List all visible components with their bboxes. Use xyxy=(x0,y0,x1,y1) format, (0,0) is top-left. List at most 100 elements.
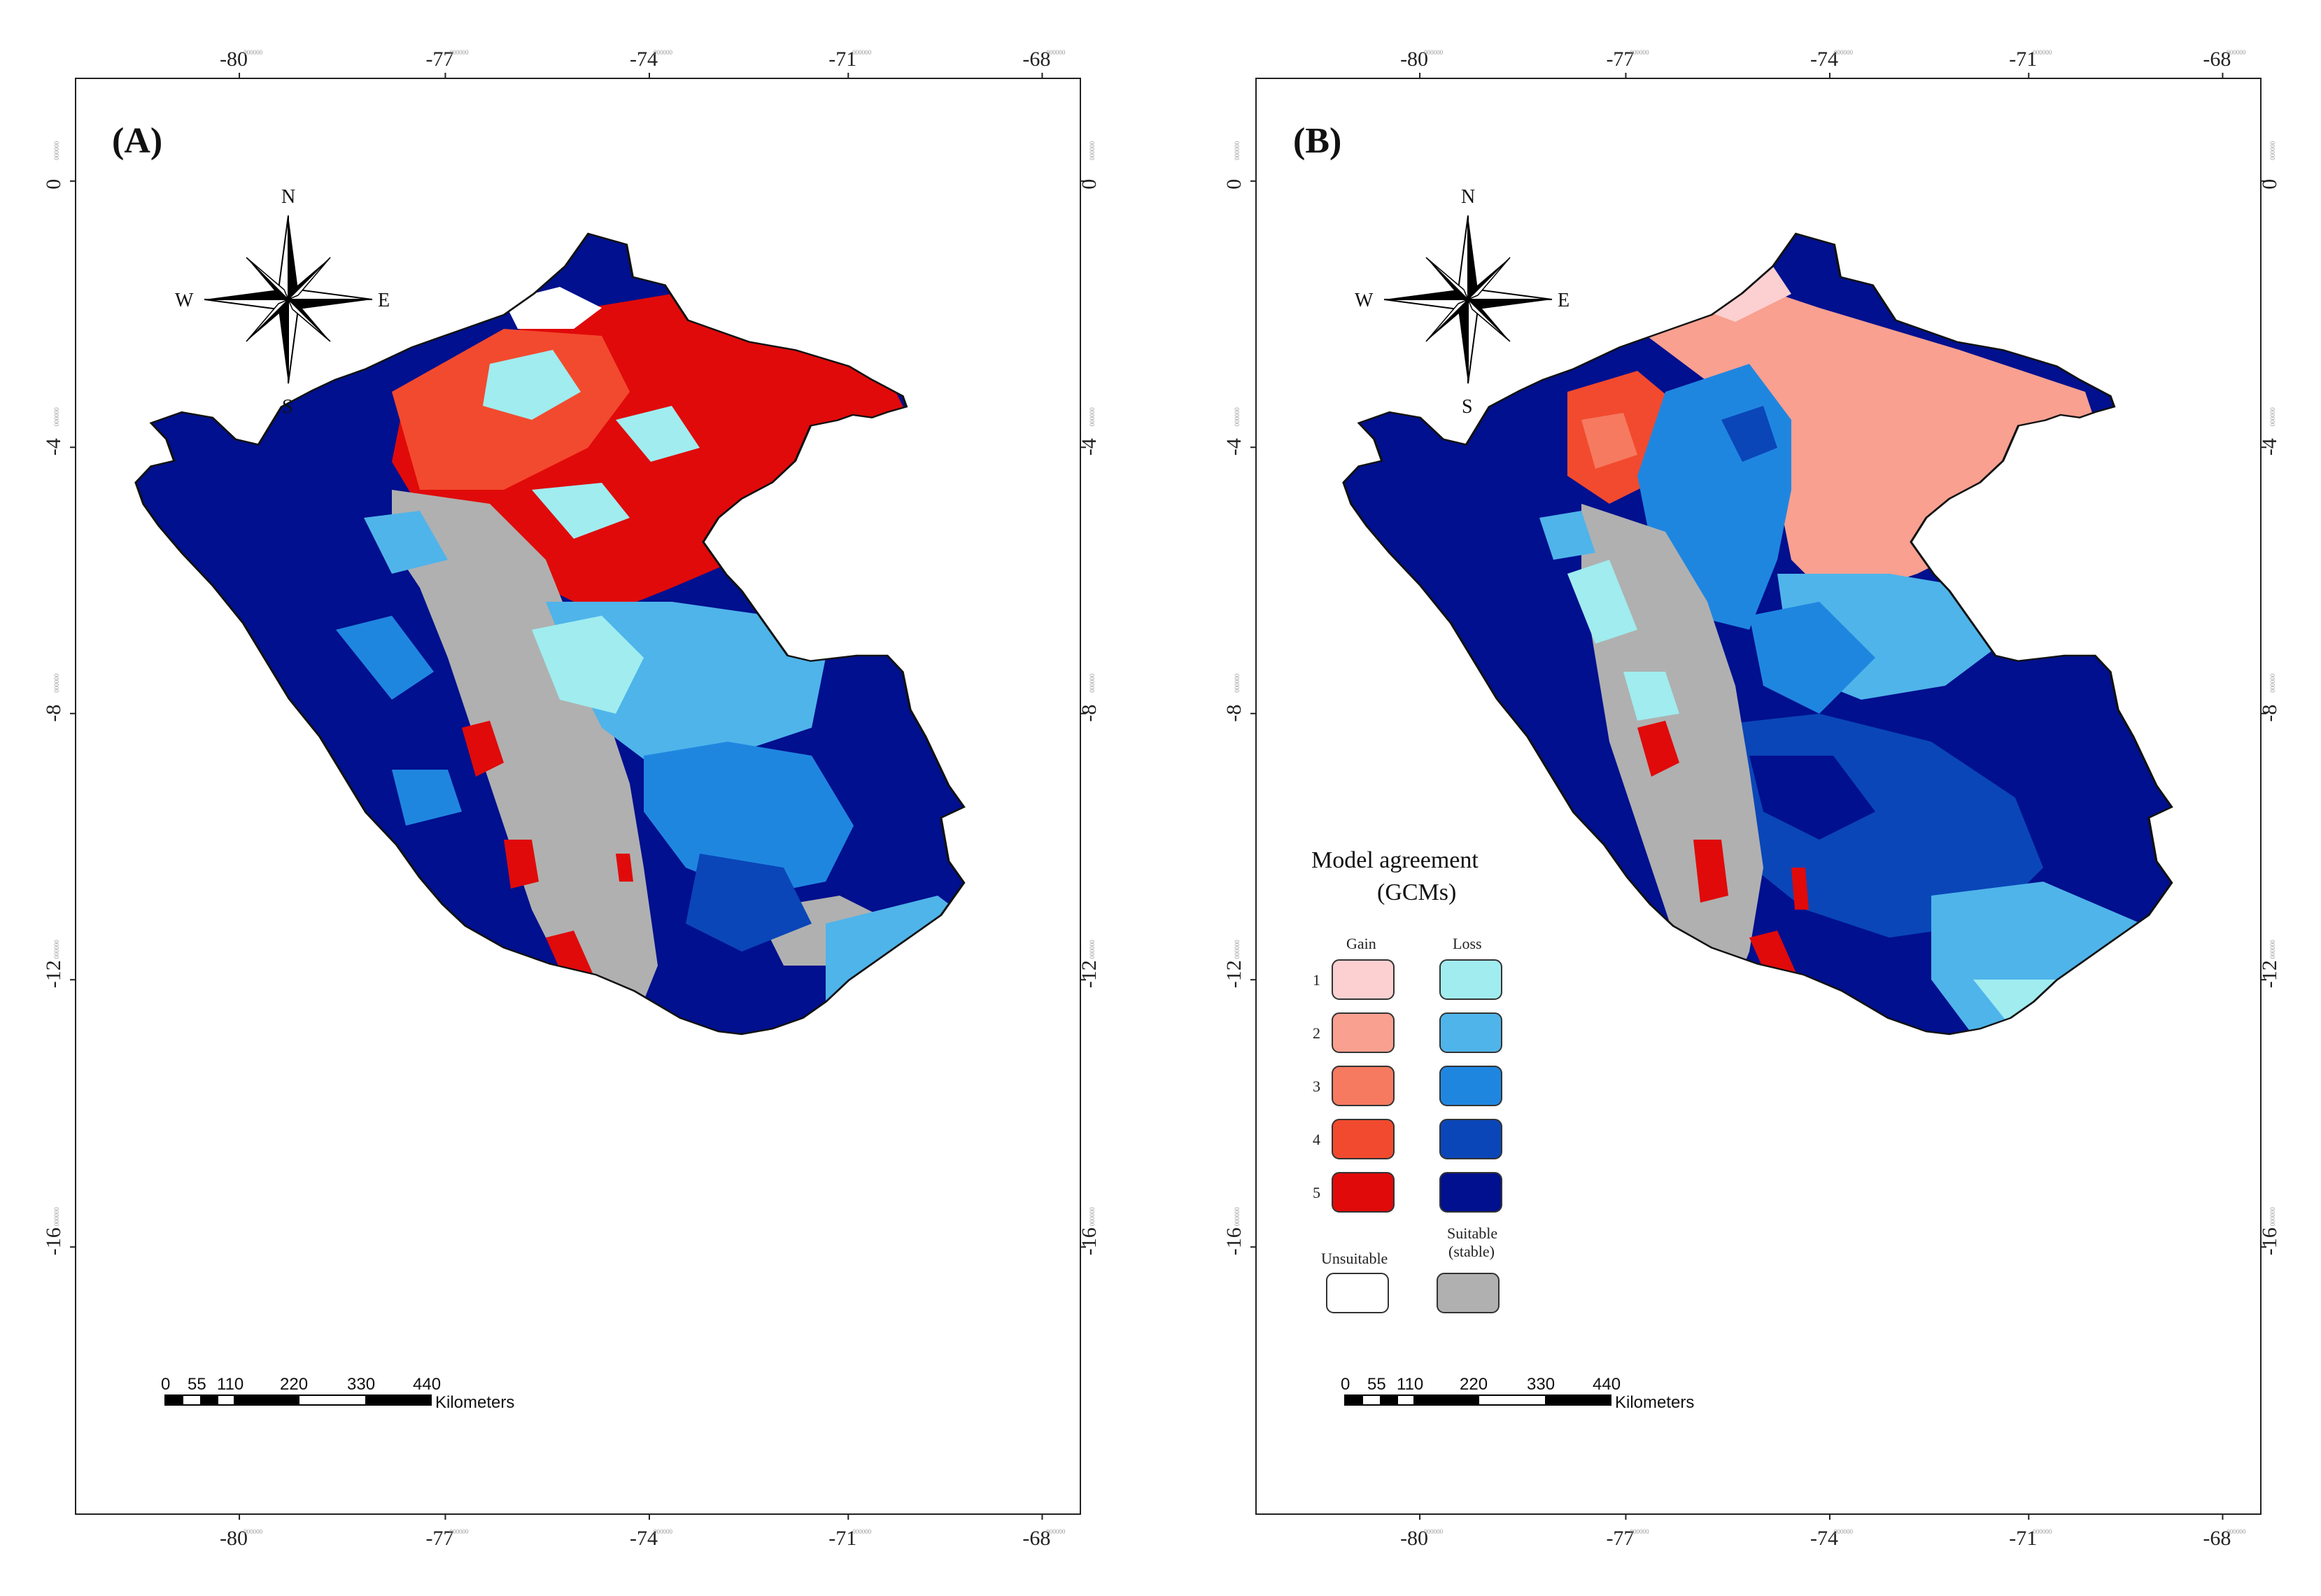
lat-tick-sup-a-0-0: 000000 xyxy=(53,141,60,160)
lat-tick-sup-a-1-0: 000000 xyxy=(53,407,60,427)
lon-tick-sup-b-3-0: 000000 xyxy=(2033,49,2052,56)
scale-tick-1-b: 55 xyxy=(1367,1375,1386,1394)
compass-e-b: E xyxy=(1558,290,1569,311)
legend-swatch-gain-2 xyxy=(1332,1012,1395,1053)
compass-w-a: W xyxy=(175,290,194,311)
scale-bar-a: 0 55 110 220 330 440 Kilometers xyxy=(161,1375,514,1412)
lon-tick-b-1-0: -77 xyxy=(1606,48,1634,71)
legend-swatch-gain-5 xyxy=(1332,1172,1395,1213)
lon-tick-sup-a-3-1: 000000 xyxy=(852,1528,872,1535)
lat-tick-sup-a-2-0: 000000 xyxy=(53,673,60,693)
panel-a: (A) xyxy=(75,78,1081,1515)
scale-tick-0-b: 0 xyxy=(1341,1375,1350,1394)
scale-tick-1: 55 xyxy=(188,1375,206,1394)
scale-tick-3: 220 xyxy=(280,1375,308,1394)
lon-tick-sup-b-4-0: 000000 xyxy=(2227,49,2246,56)
lat-tick-sup-b-3-1: 000000 xyxy=(2269,940,2276,959)
lon-tick-sup-a-4-1: 000000 xyxy=(1046,1528,1066,1535)
legend-title: Model agreement xyxy=(1311,847,1479,873)
legend-level-2: 2 xyxy=(1313,1024,1320,1042)
lon-tick-a-1-0: -77 xyxy=(425,48,453,71)
compass-s-b: S xyxy=(1462,396,1473,418)
lon-tick-b-0-0: -80 xyxy=(1400,48,1428,71)
lat-tick-sup-a-0-1: 000000 xyxy=(1089,141,1096,160)
lon-tick-b-4-0: -68 xyxy=(2203,48,2231,71)
lat-tick-sup-b-0-0: 000000 xyxy=(1234,141,1241,160)
lon-tick-sup-b-0-0: 000000 xyxy=(1424,49,1443,56)
lat-tick-a-4-1: -16 xyxy=(1078,1227,1101,1255)
legend: Model agreement (GCMs) Gain Loss 1 2 3 4 5 U… xyxy=(1311,847,1502,1313)
lon-tick-b-0-1: -80 xyxy=(1400,1527,1428,1550)
legend-subtitle: (GCMs) xyxy=(1377,880,1456,905)
lat-tick-sup-a-4-0: 000000 xyxy=(53,1207,60,1227)
lon-tick-a-1-1: -77 xyxy=(425,1527,453,1550)
lat-tick-b-2-0: -8 xyxy=(1222,705,1246,722)
lon-tick-sup-b-1-0: 000000 xyxy=(1630,49,1649,56)
lon-tick-sup-a-2-0: 000000 xyxy=(654,49,673,56)
lon-tick-a-3-0: -71 xyxy=(828,48,856,71)
lat-tick-a-0-0: 0 xyxy=(42,179,65,190)
lon-tick-sup-b-4-1: 000000 xyxy=(2227,1528,2246,1535)
compass-n-b: N xyxy=(1461,186,1475,208)
legend-swatch-loss-3 xyxy=(1439,1066,1502,1106)
axis-labels: -80000000-80000000-77000000-77000000-740… xyxy=(42,48,2281,1550)
scale-tick-0: 0 xyxy=(161,1375,170,1394)
legend-suitable-label-2: (stable) xyxy=(1448,1243,1495,1260)
lon-tick-sup-a-3-0: 000000 xyxy=(852,49,872,56)
scale-tick-3-b: 220 xyxy=(1460,1375,1488,1394)
lat-tick-a-1-0: -4 xyxy=(42,438,65,456)
lon-tick-a-4-1: -68 xyxy=(1022,1527,1050,1550)
lat-tick-b-1-0: -4 xyxy=(1222,438,1246,456)
lon-tick-sup-a-0-0: 000000 xyxy=(244,49,263,56)
lon-tick-a-0-0: -80 xyxy=(220,48,248,71)
legend-swatch-suitable xyxy=(1437,1273,1500,1313)
lon-tick-b-2-1: -74 xyxy=(1810,1527,1838,1550)
compass-w-b: W xyxy=(1355,290,1374,311)
lon-tick-b-3-1: -71 xyxy=(2009,1527,2037,1550)
legend-level-4: 4 xyxy=(1313,1131,1320,1148)
lon-tick-sup-a-1-0: 000000 xyxy=(449,49,469,56)
compass-rose-a: N S E W xyxy=(175,186,390,418)
scale-tick-5-b: 440 xyxy=(1593,1375,1621,1394)
legend-swatch-loss-4 xyxy=(1439,1119,1502,1159)
lon-tick-a-4-0: -68 xyxy=(1022,48,1050,71)
compass-s-a: S xyxy=(282,396,293,418)
lon-tick-sup-a-0-1: 000000 xyxy=(244,1528,263,1535)
lon-tick-a-3-1: -71 xyxy=(828,1527,856,1550)
lat-tick-sup-a-3-0: 000000 xyxy=(53,940,60,959)
lon-tick-sup-b-2-0: 000000 xyxy=(1834,49,1854,56)
lon-tick-b-3-0: -71 xyxy=(2009,48,2037,71)
compass-rose-b: N S E W xyxy=(1355,186,1569,418)
lat-tick-sup-b-0-1: 000000 xyxy=(2269,141,2276,160)
lat-tick-a-4-0: -16 xyxy=(42,1227,65,1255)
legend-swatch-gain-4 xyxy=(1332,1119,1395,1159)
legend-swatch-loss-1 xyxy=(1439,959,1502,1000)
lon-tick-sup-b-3-1: 000000 xyxy=(2033,1528,2052,1535)
lat-tick-a-3-1: -12 xyxy=(1078,960,1101,988)
lat-tick-sup-a-1-1: 000000 xyxy=(1089,407,1096,427)
scale-unit: Kilometers xyxy=(435,1393,514,1412)
legend-suitable-label: Suitable xyxy=(1447,1224,1497,1242)
lat-tick-sup-b-3-0: 000000 xyxy=(1234,940,1241,959)
lat-tick-b-3-0: -12 xyxy=(1222,960,1246,988)
scale-unit-b: Kilometers xyxy=(1615,1393,1694,1412)
legend-swatch-loss-2 xyxy=(1439,1012,1502,1053)
lat-tick-b-0-0: 0 xyxy=(1222,179,1246,190)
compass-n-a: N xyxy=(281,186,295,208)
lon-tick-sup-a-1-1: 000000 xyxy=(449,1528,469,1535)
legend-swatch-unsuitable xyxy=(1326,1273,1389,1313)
lat-tick-b-4-1: -16 xyxy=(2258,1227,2281,1255)
lon-tick-a-2-0: -74 xyxy=(630,48,658,71)
lat-tick-b-4-0: -16 xyxy=(1222,1227,1246,1255)
lat-tick-b-3-1: -12 xyxy=(2258,960,2281,988)
lon-tick-sup-a-4-0: 000000 xyxy=(1046,49,1066,56)
panel-label-a: (A) xyxy=(112,121,162,161)
legend-swatch-loss-5 xyxy=(1439,1172,1502,1213)
legend-unsuitable-label: Unsuitable xyxy=(1321,1250,1388,1267)
lat-tick-sup-a-2-1: 000000 xyxy=(1089,673,1096,693)
legend-loss-head: Loss xyxy=(1453,935,1482,952)
compass-e-a: E xyxy=(378,290,390,311)
scale-tick-2-b: 110 xyxy=(1397,1375,1423,1394)
lat-tick-a-2-0: -8 xyxy=(42,705,65,722)
